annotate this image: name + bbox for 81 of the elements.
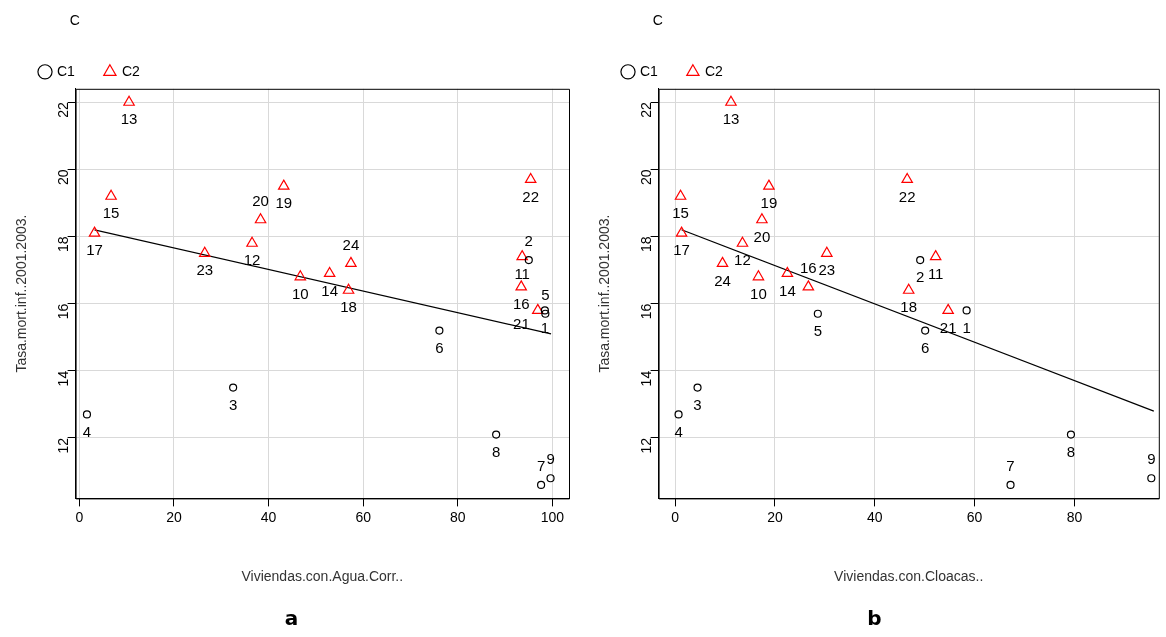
y-tick-label: 14 — [55, 370, 72, 387]
y-tick-label: 12 — [638, 437, 655, 454]
annotation: 8 — [491, 442, 501, 460]
annotation: 9 — [546, 450, 555, 468]
annotation: 14 — [779, 281, 796, 299]
text: a — [283, 606, 300, 630]
annotation: 24 — [714, 271, 731, 289]
annotation: 23 — [818, 261, 836, 279]
annotation: 4 — [82, 422, 92, 440]
x-tick-label: 20 — [767, 508, 783, 525]
annotation: 16 — [800, 259, 817, 277]
y-tick-label: 20 — [55, 169, 72, 185]
legend-label: C2 — [121, 62, 141, 79]
annotation: 14 — [321, 281, 338, 299]
legend-label: C1 — [57, 62, 76, 79]
x-tick-label: 0 — [671, 508, 680, 525]
annotation: 5 — [813, 321, 823, 339]
annotation: 13 — [120, 110, 138, 128]
x-tick-label: 20 — [166, 508, 182, 525]
annotation: 18 — [340, 298, 357, 316]
x-tick-label: 60 — [966, 508, 983, 525]
annotation: 1 — [962, 318, 971, 336]
y-tick-label: 22 — [638, 102, 655, 118]
y-axis-title: Tasa.mort.inf..2001.2003. — [596, 214, 613, 373]
annotation: 15 — [102, 204, 120, 222]
annotation: 11 — [927, 264, 944, 282]
annotation: 5 — [541, 285, 550, 303]
annotation: 2 — [916, 268, 925, 286]
x-axis-title: Viviendas.con.Agua.Corr.. — [241, 568, 404, 585]
x-tick-label: 40 — [866, 508, 883, 525]
annotation: 18 — [900, 298, 918, 316]
y-tick-label: 12 — [55, 437, 72, 454]
legend-title: C — [652, 11, 663, 28]
x-tick-label: 80 — [450, 508, 466, 525]
annotation: 8 — [1066, 442, 1076, 460]
annotation: 15 — [672, 204, 689, 222]
x-tick-label: 40 — [260, 508, 277, 525]
annotation: 10 — [750, 284, 767, 302]
annotation: 2 — [524, 232, 533, 250]
annotation: 17 — [86, 241, 103, 259]
annotation: 3 — [693, 395, 702, 413]
annotation: 7 — [1006, 457, 1015, 475]
y-tick-label: 18 — [638, 236, 655, 253]
annotation: 20 — [753, 227, 771, 245]
annotation: 6 — [921, 338, 930, 356]
y-tick-label: 18 — [55, 236, 72, 253]
annotation: 21 — [939, 318, 957, 336]
y-tick-label: 16 — [638, 303, 655, 320]
annotation: 23 — [196, 261, 214, 279]
x-tick-label: 80 — [1066, 508, 1083, 525]
x-tick-label: 60 — [355, 508, 372, 525]
x-axis-title: Viviendas.con.Cloacas.. — [834, 568, 984, 585]
annotation: 4 — [674, 422, 683, 440]
annotation: 10 — [291, 284, 309, 302]
legend-label: C2 — [704, 62, 724, 79]
annotation: 16 — [512, 295, 530, 313]
annotation: 19 — [275, 194, 293, 212]
annotation: 11 — [514, 264, 530, 282]
annotation: 3 — [228, 395, 238, 413]
annotation: 17 — [673, 241, 690, 259]
y-tick-label: 20 — [638, 169, 655, 185]
annotation: 22 — [898, 187, 916, 205]
x-tick-label: 100 — [540, 508, 565, 525]
y-tick-label: 14 — [638, 370, 655, 387]
legend-title: C — [69, 11, 80, 28]
y-tick-label: 16 — [55, 303, 72, 320]
y-axis-title: Tasa.mort.inf..2001.2003. — [13, 214, 30, 373]
y-tick-label: 22 — [55, 102, 72, 118]
legend-label: C1 — [640, 62, 659, 79]
annotation: 19 — [760, 194, 778, 212]
annotation: 7 — [536, 457, 546, 475]
annotation: 22 — [522, 187, 540, 205]
annotation: 6 — [435, 338, 444, 356]
annotation: 9 — [1147, 450, 1156, 468]
annotation: 13 — [722, 110, 740, 128]
text: b — [866, 606, 883, 630]
annotation: 12 — [734, 251, 751, 269]
annotation: 20 — [252, 191, 269, 209]
annotation: 24 — [342, 235, 360, 253]
x-tick-label: 0 — [75, 508, 84, 525]
annotation: 12 — [243, 251, 261, 269]
